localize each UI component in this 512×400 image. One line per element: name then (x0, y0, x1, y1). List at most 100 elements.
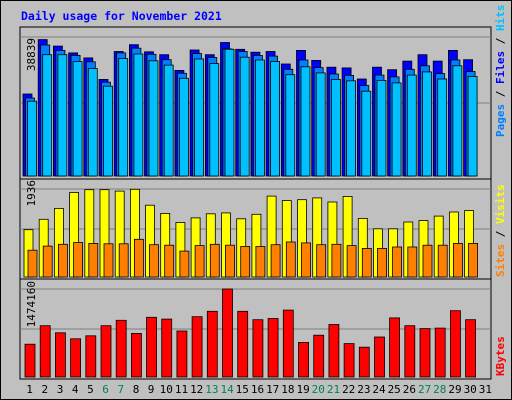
chart-title: Daily usage for November 2021 (21, 9, 222, 23)
bar-kbytes-day-14 (222, 288, 233, 378)
legend-visits-sites: Sites / Visits (494, 184, 507, 277)
x-label-day-10: 10 (160, 383, 173, 396)
bar-pages-day-13 (209, 63, 220, 177)
bar-kbytes-day-9 (146, 316, 157, 378)
hits-bars (22, 39, 478, 177)
x-label-day-27: 27 (418, 383, 431, 396)
bar-sites-day-3 (58, 243, 68, 278)
ymax-label-kbytes: 1474160 (25, 281, 38, 327)
x-label-day-23: 23 (357, 383, 370, 396)
bar-kbytes-day-24 (374, 336, 385, 378)
bar-pages-day-11 (178, 77, 189, 177)
bar-kbytes-day-26 (404, 325, 416, 378)
bar-sites-day-15 (240, 246, 251, 278)
bar-pages-day-28 (437, 78, 448, 177)
bar-pages-day-26 (406, 74, 417, 177)
bar-kbytes-day-17 (267, 318, 279, 378)
bar-kbytes-day-19 (298, 341, 309, 378)
kbytes-bars (24, 288, 477, 378)
bar-sites-day-29 (452, 242, 463, 278)
x-label-day-12: 12 (190, 383, 203, 396)
x-label-day-15: 15 (236, 383, 249, 396)
bar-sites-day-1 (27, 249, 38, 278)
x-label-day-9: 9 (148, 383, 155, 396)
bar-kbytes-day-8 (130, 332, 142, 378)
bar-pages-day-14 (224, 48, 235, 177)
bar-sites-day-27 (422, 244, 433, 278)
x-label-day-31: 31 (479, 383, 492, 396)
ymax-label-hits: 38839 (25, 38, 38, 71)
x-label-day-11: 11 (175, 383, 188, 396)
x-label-day-24: 24 (372, 383, 386, 396)
bar-sites-day-8 (133, 238, 144, 278)
bar-sites-day-22 (346, 245, 357, 278)
bar-sites-day-21 (331, 243, 342, 278)
bar-sites-day-12 (194, 245, 205, 278)
x-label-day-16: 16 (251, 383, 264, 396)
bar-pages-day-1 (27, 100, 37, 177)
bar-sites-day-2 (42, 245, 53, 278)
x-label-day-13: 13 (205, 383, 218, 396)
legend-sites: Sites (494, 244, 507, 277)
bar-kbytes-day-15 (237, 310, 249, 378)
legend-hits-files-pages: Pages / Files / Hits (494, 5, 507, 138)
legend-kbytes: KBytes (494, 336, 507, 376)
bar-pages-day-16 (254, 59, 265, 177)
bar-sites-day-10 (164, 244, 175, 278)
bar-pages-day-8 (133, 53, 144, 177)
bar-kbytes-day-12 (191, 316, 203, 378)
bar-sites-day-19 (301, 242, 311, 278)
bar-pages-day-27 (422, 71, 432, 177)
bar-pages-day-30 (467, 76, 478, 177)
bar-pages-day-10 (163, 64, 174, 177)
x-label-day-6: 6 (102, 383, 109, 396)
bar-kbytes-day-25 (389, 317, 401, 378)
bar-kbytes-day-1 (24, 343, 36, 378)
bar-sites-day-20 (316, 244, 327, 278)
bar-kbytes-day-18 (282, 309, 294, 378)
x-label-day-7: 7 (117, 383, 124, 396)
x-axis-labels: 1 2 3 4 5 6 7 8 9 10 11 12 13 14 15 16 17 18 19 20 21 22 23 24 2… (26, 383, 492, 396)
x-label-day-22: 22 (342, 383, 355, 396)
bar-pages-day-21 (330, 79, 341, 177)
bar-kbytes-day-23 (358, 346, 370, 378)
x-label-day-17: 17 (266, 383, 279, 396)
bar-sites-day-24 (377, 247, 387, 278)
bar-pages-day-5 (87, 68, 98, 177)
bar-sites-day-5 (88, 242, 99, 278)
bar-kbytes-day-20 (313, 334, 325, 378)
legend-hits: Hits (494, 5, 507, 32)
bar-pages-day-17 (270, 61, 281, 177)
bar-kbytes-day-3 (55, 332, 66, 378)
bar-kbytes-day-6 (100, 325, 112, 378)
x-label-day-4: 4 (72, 383, 79, 396)
x-label-day-2: 2 (41, 383, 48, 396)
bar-kbytes-day-13 (206, 310, 218, 378)
bar-kbytes-day-5 (85, 335, 97, 378)
legend-sep: / (494, 84, 507, 104)
bar-pages-day-4 (72, 61, 83, 177)
bar-sites-day-11 (179, 250, 190, 278)
bar-kbytes-day-16 (252, 319, 264, 378)
bar-pages-day-18 (285, 74, 296, 177)
bar-kbytes-day-28 (434, 327, 446, 378)
bar-pages-day-29 (452, 65, 463, 177)
bar-pages-day-15 (239, 56, 250, 177)
bar-sites-day-16 (255, 246, 266, 278)
bar-sites-day-18 (285, 241, 296, 278)
x-label-day-18: 18 (281, 383, 294, 396)
bar-pages-day-25 (391, 82, 402, 177)
legend-visits: Visits (494, 184, 507, 224)
bar-sites-day-28 (437, 244, 448, 278)
legend-pages: Pages (494, 104, 507, 137)
bar-kbytes-day-10 (161, 318, 173, 378)
bar-sites-day-14 (225, 244, 235, 278)
bar-sites-day-13 (209, 243, 220, 278)
x-label-day-28: 28 (433, 383, 446, 396)
bar-pages-day-7 (118, 58, 129, 177)
bar-kbytes-day-22 (343, 343, 355, 378)
legend-sep: / (494, 31, 507, 51)
bar-pages-day-23 (361, 90, 372, 177)
bar-kbytes-day-27 (419, 328, 431, 378)
bar-sites-day-23 (361, 247, 372, 278)
